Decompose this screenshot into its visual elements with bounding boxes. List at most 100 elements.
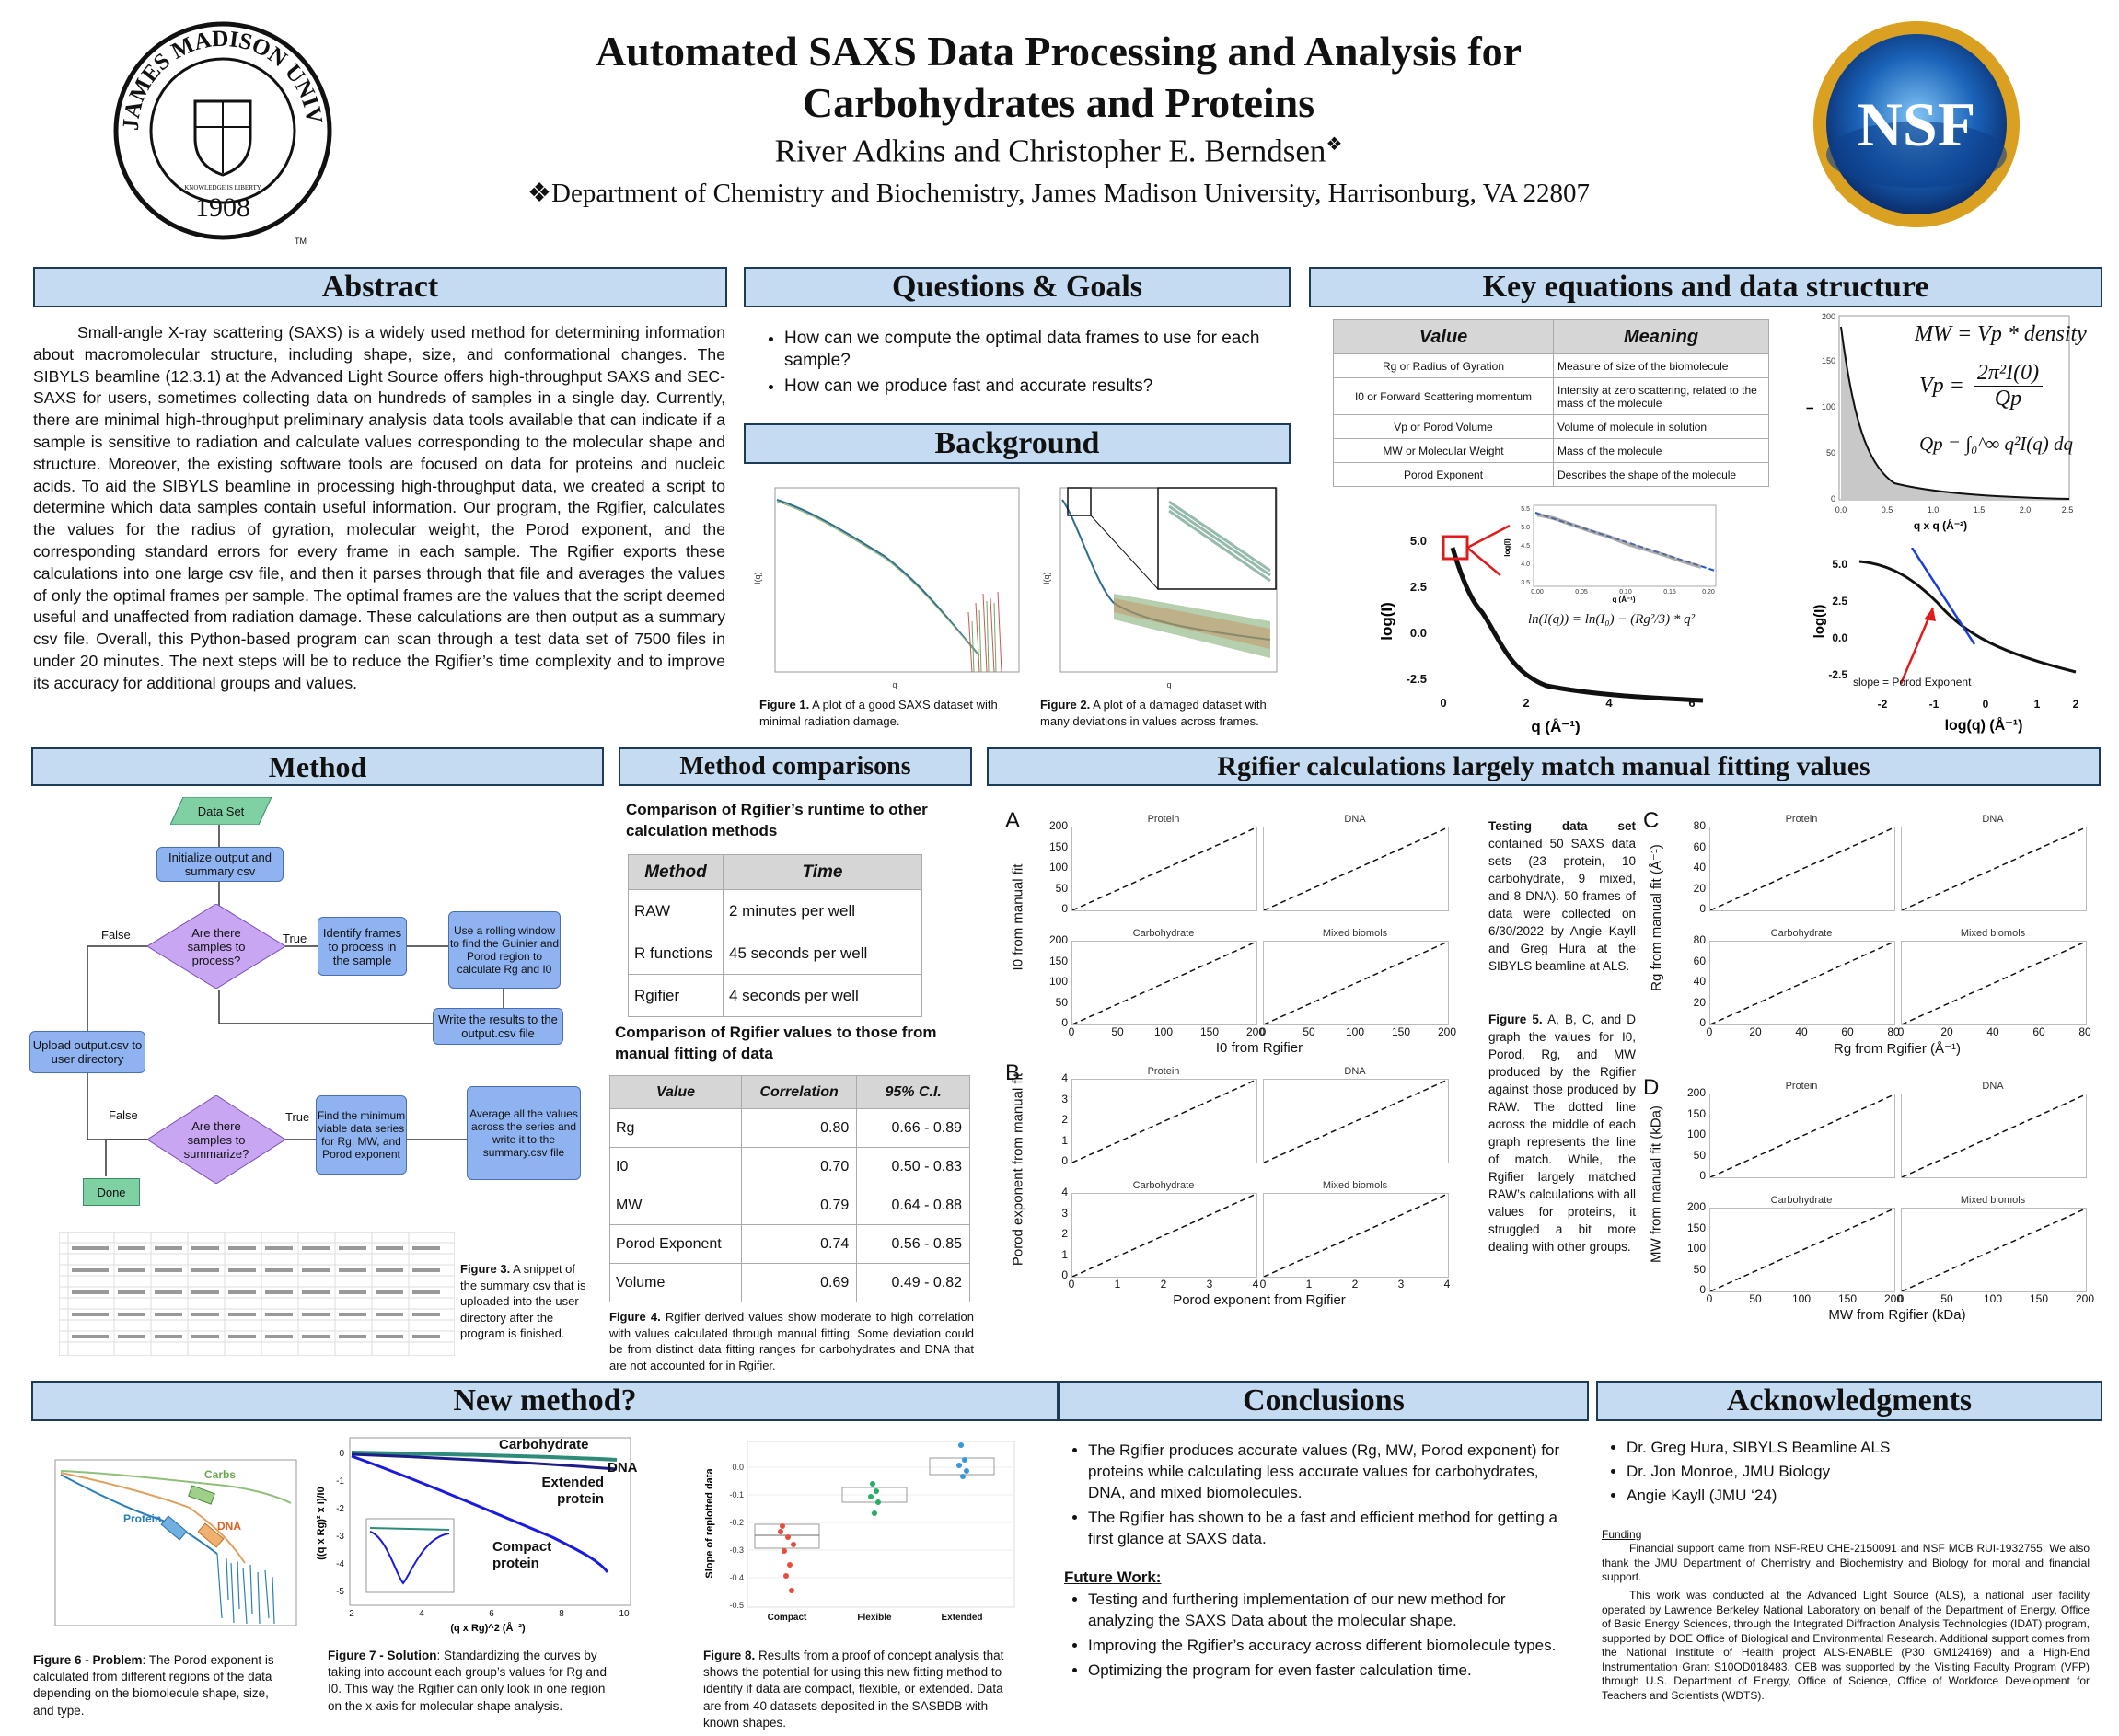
- values-cell: I0 or Forward Scattering momentum: [1333, 377, 1554, 415]
- fig8-ylabel: Slope of replotted data: [704, 1468, 715, 1579]
- fig7-xtick: 4: [419, 1609, 424, 1619]
- facet-plot: [1901, 1208, 2087, 1292]
- axis-tick: 200: [1048, 933, 1068, 946]
- facet-plot: [1263, 1079, 1449, 1163]
- guinier-inset: 5.5 5.0 4.5 4.0 3.5 0.00 0.05 0.10 0.15 …: [1499, 502, 1720, 604]
- questions-list: How can we compute the optimal data fram…: [764, 324, 1300, 401]
- equation-mw: MW = Vp * density: [1915, 322, 2087, 346]
- axis-tick: 40: [1693, 975, 1706, 988]
- porod-xtick: -2: [1878, 698, 1888, 711]
- flow-node-q1-label: Are there samples to process?: [187, 925, 246, 967]
- inset-ytick: 5.5: [1521, 506, 1530, 513]
- fig1-plot: q I(q): [747, 483, 1024, 690]
- kratky-ytick: 50: [1826, 448, 1835, 457]
- fig1-caption: Figure 1. A plot of a good SAXS dataset …: [759, 697, 1008, 729]
- funding-paragraph-1: Financial support came from NSF-REU CHE-…: [1602, 1542, 2090, 1583]
- inset-ytick: 3.5: [1521, 580, 1530, 586]
- title-line-1: Automated SAXS Data Processing and Analy…: [595, 28, 1523, 75]
- axis-tick: 100: [1346, 1025, 1365, 1038]
- panel-letter: C: [1643, 808, 1660, 833]
- correlation-cell: 0.64 - 0.88: [856, 1186, 970, 1225]
- porod-ytick: -2.5: [1828, 668, 1847, 681]
- flow-node-identify: Identify frames to process in the sample: [318, 917, 407, 976]
- axis-tick: 1: [1061, 1133, 1068, 1147]
- axis-tick: 3: [1206, 1278, 1213, 1290]
- axis-tick: 4: [1061, 1186, 1068, 1198]
- axis-tick: 80: [2078, 1025, 2091, 1038]
- axis-tick: 0: [1061, 902, 1068, 915]
- flow-label-false-1: False: [101, 928, 131, 942]
- correlation-cell: Porod Exponent: [609, 1224, 742, 1264]
- facet-title: Mixed biomols: [1322, 928, 1388, 939]
- axis-ylabel: MW from manual fit (kDa): [1648, 1105, 1664, 1263]
- poster-title: Automated SAXS Data Processing and Analy…: [387, 26, 1731, 129]
- axis-tick: 2: [1160, 1278, 1167, 1290]
- porod-plot: 5.0 2.5 0.0 -2.5 -2 -1 0 1 2 slope = Por…: [1809, 547, 2085, 736]
- axis-xlabel: MW from Rgifier (kDa): [1828, 1307, 1966, 1323]
- facet-title: Mixed biomols: [1960, 1195, 2026, 1206]
- fig7-ylabel: ((q x Rg)² x I)/I0: [316, 1487, 327, 1559]
- correlation-cell: 0.79: [740, 1186, 858, 1225]
- axis-tick: 150: [2030, 1292, 2049, 1305]
- axis-tick: 0: [1699, 1169, 1706, 1182]
- guinier-ytick: -2.5: [1407, 672, 1427, 686]
- kratky-xtick: 1.0: [1928, 505, 1940, 515]
- runtime-table: Method Time RAW 2 minutes per well R func…: [628, 854, 922, 1017]
- axis-tick: 80: [1693, 819, 1706, 832]
- fig2-caption-bold: Figure 2.: [1040, 698, 1091, 712]
- axis-ylabel: Porod exponent from manual fit: [1010, 1072, 1026, 1267]
- facet-plot: [1709, 1208, 1895, 1292]
- axis-xlabel: Rg from Rgifier (Å⁻¹): [1834, 1041, 1961, 1057]
- fig4-caption-text: Rgifier derived values show moderate to …: [609, 1310, 975, 1372]
- fig7-ytick: -4: [336, 1559, 344, 1569]
- fig5-caption-text: A, B, C, and D graph the values for I0, …: [1488, 1013, 1636, 1254]
- porod-ytick: 5.0: [1832, 558, 1847, 571]
- axis-tick: 20: [1940, 1025, 1953, 1038]
- kratky-xtick: 2.5: [2062, 505, 2074, 515]
- authors: River Adkins and Christopher E. Berndsen…: [387, 133, 1731, 170]
- new-method-header: New method?: [31, 1381, 1059, 1421]
- axis-tick: 0: [1699, 1016, 1706, 1029]
- axis-tick: 200: [1884, 1292, 1904, 1305]
- axis-tick: 150: [1048, 839, 1068, 853]
- axis-tick: 60: [1841, 1025, 1854, 1038]
- facet-plot: [1071, 827, 1257, 911]
- facet-title: Mixed biomols: [1322, 1180, 1388, 1191]
- questions-header: Questions & Goals: [744, 267, 1291, 307]
- panel-letter: B: [1005, 1060, 1021, 1085]
- future-work-title: Future Work:: [1064, 1568, 1162, 1586]
- future-item: Improving the Rgifier’s accuracy across …: [1088, 1635, 1567, 1656]
- fig7-label-carb: Carbohydrate: [499, 1437, 589, 1452]
- values-cell: Porod Exponent: [1333, 462, 1554, 487]
- guinier-xtick: 0: [1440, 696, 1446, 710]
- jmu-year: 1908: [195, 192, 250, 223]
- equation-vp-left: Vp =: [1919, 374, 1964, 398]
- facet-title: DNA: [1344, 814, 1366, 825]
- future-item: Optimizing the program for even faster c…: [1088, 1660, 1567, 1681]
- kratky-xtick: 2.0: [2020, 505, 2032, 515]
- facet-title: Mixed biomols: [1960, 928, 2026, 939]
- runtime-title: Comparison of Rgifier’s runtime to other…: [626, 801, 928, 839]
- testing-bold: Testing data set: [1488, 819, 1636, 833]
- fig2-plot: q I(q): [1040, 483, 1281, 690]
- axis-tick: 200: [1686, 1086, 1706, 1099]
- axis-tick: 40: [1986, 1025, 1999, 1038]
- fig7-label-compact: Compact protein: [492, 1539, 552, 1571]
- kratky-xtick: 0.5: [1882, 505, 1893, 515]
- axis-tick: 80: [1887, 1025, 1900, 1038]
- axis-tick: 2: [1061, 1227, 1068, 1240]
- fig3-caption: Figure 3. A snippet of the summary csv t…: [460, 1261, 589, 1342]
- axis-ylabel: I0 from manual fit: [1010, 863, 1026, 971]
- fig7-ytick: -2: [336, 1504, 344, 1514]
- acknowledgments-header: Acknowledgments: [1596, 1381, 2102, 1421]
- axis-tick: 1: [1114, 1278, 1121, 1290]
- axis-tick: 50: [1303, 1025, 1315, 1038]
- inset-xtick: 0.05: [1575, 589, 1588, 596]
- future-work-list: Testing and furthering implementation of…: [1068, 1585, 1567, 1684]
- fig7-ytick: -3: [336, 1532, 344, 1542]
- fig3-caption-bold: Figure 3.: [460, 1262, 511, 1276]
- axis-tick: 150: [1686, 1106, 1706, 1120]
- fig7-plot: 0 -1 -2 -3 -4 -5 2 4 6 8 10 (q x Rg)^2 (…: [313, 1436, 654, 1634]
- fig7-caption-text: : Standardizing the curves by taking int…: [328, 1649, 607, 1713]
- fig5-caption-bold: Figure 5.: [1488, 1013, 1543, 1026]
